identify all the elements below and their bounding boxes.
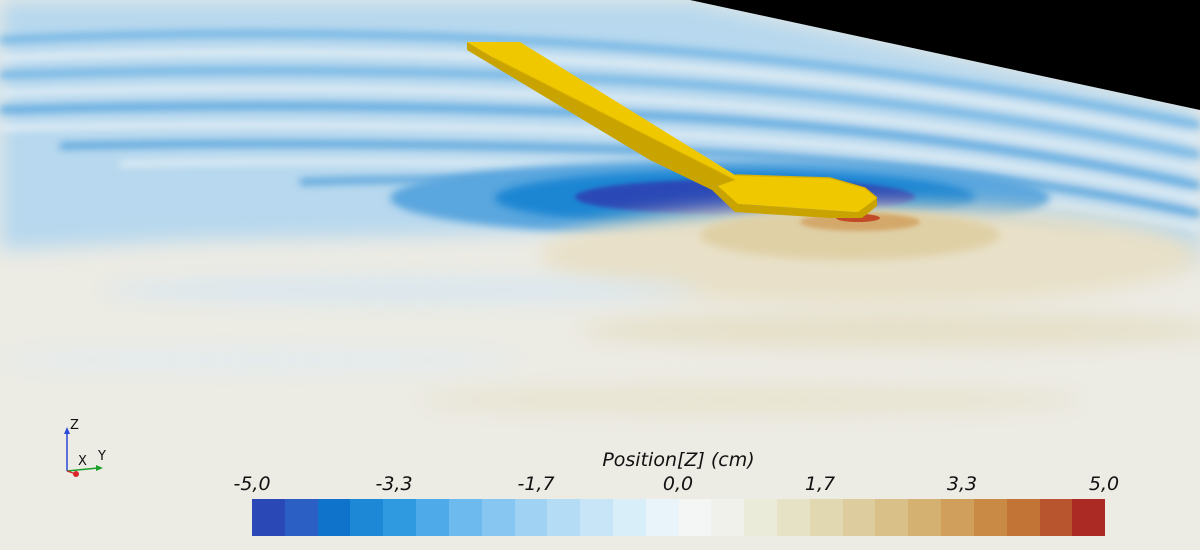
- colorbar-swatch: [908, 499, 942, 536]
- colorbar-swatch: [612, 499, 646, 536]
- colorbar-swatch: [744, 499, 777, 536]
- colorbar-swatch: [547, 499, 581, 536]
- colorbar-swatch: [448, 499, 482, 536]
- colorbar-swatch: [350, 499, 384, 536]
- colorbar-swatch: [645, 499, 679, 536]
- colorbar-swatch: [514, 499, 548, 536]
- axis-triad-icon: [64, 427, 103, 477]
- colorbar-tick: 1,7: [804, 473, 836, 495]
- colorbar-swatch: [317, 499, 351, 536]
- colorbar-swatch: [842, 499, 876, 536]
- colorbar-swatch: [875, 499, 909, 536]
- colorbar-swatch: [416, 499, 449, 536]
- colorbar-swatch: [711, 499, 745, 536]
- bow-crest: [540, 205, 1200, 305]
- colorbar-swatch: [383, 499, 417, 536]
- colorbar-swatch: [284, 499, 318, 536]
- colorbar-swatch: [580, 499, 613, 536]
- colorbar-title: Position[Z] (cm): [602, 449, 755, 471]
- colorbar-swatch: [1072, 499, 1106, 536]
- colorbar-tick: 3,3: [946, 473, 978, 495]
- axis-label-z: Z: [70, 418, 79, 433]
- colorbar-swatch: [941, 499, 974, 536]
- lower-swells: [0, 276, 1200, 414]
- colorbar: [252, 499, 1106, 536]
- colorbar-swatch: [481, 499, 515, 536]
- background-sky: [690, 0, 1200, 110]
- colorbar-tick: -5,0: [233, 473, 271, 495]
- colorbar-swatch: [973, 499, 1007, 536]
- colorbar-swatch: [809, 499, 843, 536]
- colorbar-tick: 0,0: [662, 473, 694, 495]
- colorbar-swatch: [1039, 499, 1073, 536]
- colorbar-swatch: [678, 499, 712, 536]
- colorbar-swatch: [252, 499, 285, 536]
- colorbar-tick: -3,3: [375, 473, 413, 495]
- colorbar-swatch: [1006, 499, 1040, 536]
- ship-hull: [467, 42, 878, 218]
- axis-label-y: Y: [98, 449, 106, 464]
- axis-label-x: X: [78, 454, 87, 469]
- colorbar-tick: -1,7: [517, 473, 555, 495]
- colorbar-swatch: [777, 499, 810, 536]
- axis-triad: Z X Y: [50, 415, 120, 485]
- colorbar-tick: 5,0: [1088, 473, 1120, 495]
